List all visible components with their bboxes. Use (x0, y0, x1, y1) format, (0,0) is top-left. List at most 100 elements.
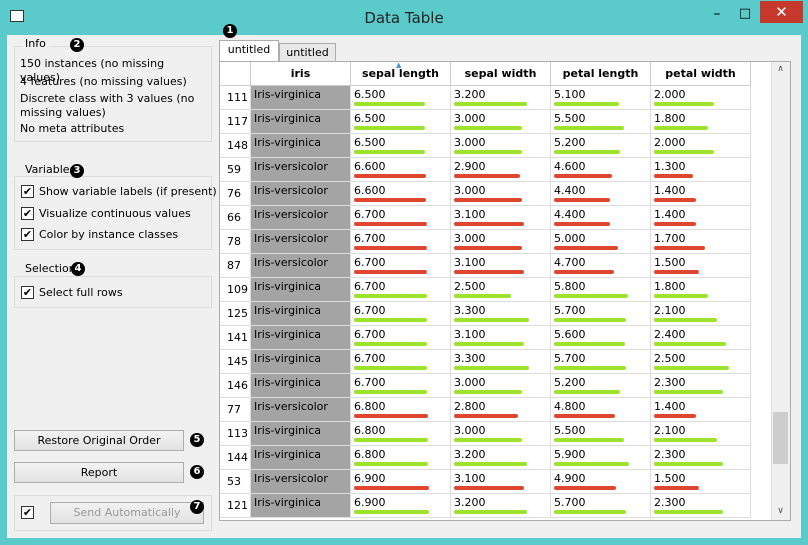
table-cell[interactable]: Iris-versicolor (251, 470, 351, 494)
checkbox[interactable]: ✔ (21, 228, 34, 241)
table-cell[interactable]: 1.700 (651, 230, 751, 254)
table-cell[interactable]: 1.500 (651, 470, 751, 494)
table-cell[interactable]: 3.100 (451, 254, 551, 278)
table-cell[interactable]: 5.200 (551, 374, 651, 398)
table-cell[interactable]: 6.900 (351, 470, 451, 494)
table-cell[interactable]: Iris-virginica (251, 446, 351, 470)
table-cell[interactable]: 1.500 (651, 254, 751, 278)
report-button[interactable]: Report (14, 462, 184, 483)
column-header[interactable]: sepal length (351, 62, 451, 86)
table-cell[interactable]: 3.200 (451, 446, 551, 470)
table-cell[interactable]: 6.600 (351, 158, 451, 182)
table-cell[interactable]: 1.400 (651, 206, 751, 230)
table-cell[interactable]: 5.800 (551, 278, 651, 302)
table-cell[interactable]: 2.300 (651, 446, 751, 470)
table-cell[interactable]: 3.100 (451, 470, 551, 494)
table-cell[interactable]: 6.700 (351, 206, 451, 230)
table-cell[interactable]: 5.700 (551, 302, 651, 326)
table-cell[interactable]: 5.600 (551, 326, 651, 350)
table-cell[interactable]: 5.500 (551, 422, 651, 446)
table-cell[interactable]: Iris-versicolor (251, 398, 351, 422)
table-cell[interactable]: 2.100 (651, 302, 751, 326)
table-cell[interactable]: 4.900 (551, 470, 651, 494)
send-button[interactable]: Send Automatically (50, 502, 204, 524)
table-cell[interactable]: 6.900 (351, 494, 451, 518)
column-header[interactable]: sepal width (451, 62, 551, 86)
auto-send-checkbox[interactable]: ✔ (21, 506, 34, 519)
table-cell[interactable]: 3.000 (451, 110, 551, 134)
table-cell[interactable]: Iris-virginica (251, 110, 351, 134)
table-cell[interactable]: 6.700 (351, 230, 451, 254)
checkbox[interactable]: ✔ (21, 286, 34, 299)
table-cell[interactable]: 5.200 (551, 134, 651, 158)
column-header[interactable]: iris (251, 62, 351, 86)
table-cell[interactable]: Iris-virginica (251, 326, 351, 350)
table-cell[interactable]: 2.000 (651, 86, 751, 110)
tab[interactable]: untitled (279, 43, 336, 61)
table-cell[interactable]: 3.000 (451, 374, 551, 398)
tab[interactable]: untitled (219, 40, 279, 62)
table-cell[interactable]: 3.000 (451, 230, 551, 254)
table-cell[interactable]: 2.500 (451, 278, 551, 302)
table-cell[interactable]: 6.500 (351, 110, 451, 134)
table-cell[interactable]: 5.000 (551, 230, 651, 254)
table-cell[interactable]: 1.400 (651, 398, 751, 422)
table-cell[interactable]: Iris-virginica (251, 86, 351, 110)
table-cell[interactable]: Iris-virginica (251, 374, 351, 398)
table-cell[interactable]: Iris-versicolor (251, 158, 351, 182)
table-cell[interactable]: 3.100 (451, 206, 551, 230)
table-cell[interactable]: Iris-virginica (251, 278, 351, 302)
minimize-button[interactable]: – (713, 6, 721, 22)
column-header[interactable]: petal length (551, 62, 651, 86)
table-cell[interactable]: Iris-virginica (251, 494, 351, 518)
table-cell[interactable]: 2.100 (651, 422, 751, 446)
table-cell[interactable]: Iris-versicolor (251, 254, 351, 278)
table-cell[interactable]: 6.500 (351, 134, 451, 158)
close-button[interactable]: ✕ (760, 1, 803, 23)
table-cell[interactable]: 3.000 (451, 422, 551, 446)
table-cell[interactable]: 5.700 (551, 494, 651, 518)
table-cell[interactable]: 2.900 (451, 158, 551, 182)
table-cell[interactable]: Iris-virginica (251, 134, 351, 158)
table-cell[interactable]: 3.000 (451, 134, 551, 158)
table-cell[interactable]: 3.300 (451, 350, 551, 374)
table-cell[interactable]: Iris-versicolor (251, 182, 351, 206)
table-cell[interactable]: 6.700 (351, 326, 451, 350)
table-cell[interactable]: 5.500 (551, 110, 651, 134)
table-cell[interactable]: 3.200 (451, 86, 551, 110)
table-cell[interactable]: 4.600 (551, 158, 651, 182)
table-cell[interactable]: 5.900 (551, 446, 651, 470)
table-cell[interactable]: 4.400 (551, 182, 651, 206)
table-cell[interactable]: 1.300 (651, 158, 751, 182)
checkbox[interactable]: ✔ (21, 185, 34, 198)
table-cell[interactable]: Iris-versicolor (251, 206, 351, 230)
table-cell[interactable]: 2.300 (651, 374, 751, 398)
table-cell[interactable]: 2.400 (651, 326, 751, 350)
table-cell[interactable]: 1.400 (651, 182, 751, 206)
maximize-button[interactable]: □ (738, 6, 752, 21)
table-cell[interactable]: 6.700 (351, 374, 451, 398)
table-cell[interactable]: 3.000 (451, 182, 551, 206)
table-cell[interactable]: 2.300 (651, 494, 751, 518)
table-cell[interactable]: Iris-versicolor (251, 230, 351, 254)
scroll-up[interactable]: ∧ (777, 64, 784, 74)
table-cell[interactable]: 6.800 (351, 422, 451, 446)
table-cell[interactable]: 6.700 (351, 350, 451, 374)
table-cell[interactable]: 2.800 (451, 398, 551, 422)
table-cell[interactable]: 1.800 (651, 110, 751, 134)
restore-button[interactable]: Restore Original Order (14, 430, 184, 451)
table-cell[interactable]: 3.200 (451, 494, 551, 518)
scroll-thumb[interactable] (773, 412, 788, 464)
table-cell[interactable]: 6.700 (351, 302, 451, 326)
table-cell[interactable]: 1.800 (651, 278, 751, 302)
table-cell[interactable]: 6.700 (351, 254, 451, 278)
column-header[interactable]: petal width (651, 62, 751, 86)
table-cell[interactable]: Iris-virginica (251, 350, 351, 374)
table-cell[interactable]: 4.400 (551, 206, 651, 230)
table-cell[interactable]: 2.000 (651, 134, 751, 158)
table-cell[interactable]: 5.100 (551, 86, 651, 110)
table-cell[interactable]: 6.800 (351, 398, 451, 422)
table-cell[interactable]: 2.500 (651, 350, 751, 374)
table-cell[interactable]: 5.700 (551, 350, 651, 374)
table-cell[interactable]: 4.700 (551, 254, 651, 278)
